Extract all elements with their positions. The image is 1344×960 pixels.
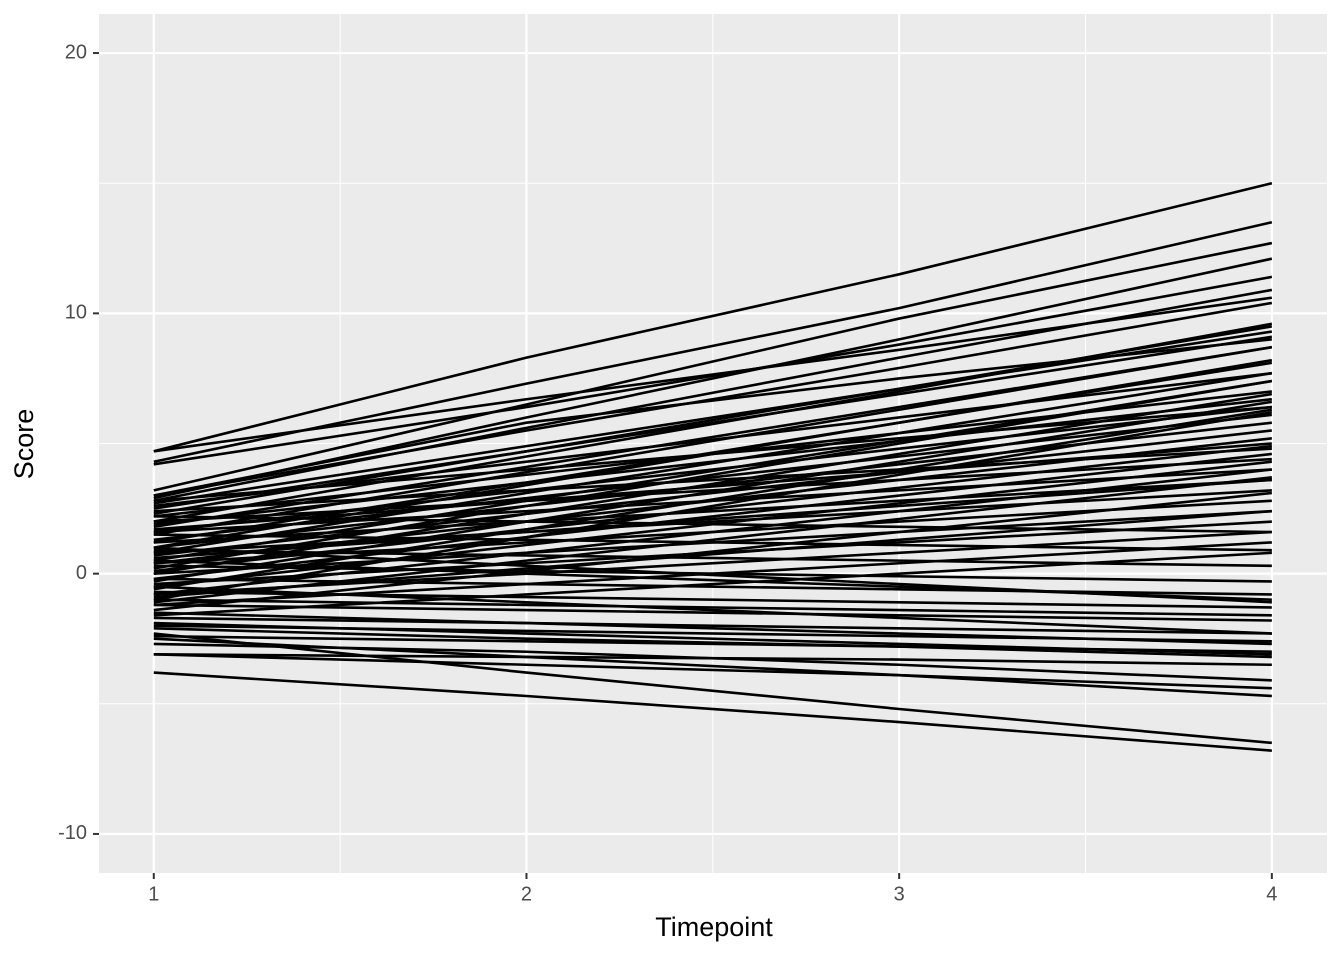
- series-line: [153, 478, 1272, 560]
- series-line: [153, 598, 1272, 617]
- series-line: [153, 653, 1272, 667]
- series-line: [153, 632, 1272, 745]
- series-line: [153, 220, 1273, 463]
- series-line: [153, 627, 1272, 659]
- series-line: [153, 330, 1273, 505]
- x-tick-label: 4: [1266, 883, 1277, 905]
- series-line: [153, 489, 1272, 555]
- series-line: [153, 397, 1272, 526]
- series-line: [153, 509, 1272, 599]
- y-axis-title: Score: [9, 409, 39, 480]
- series-line: [153, 457, 1272, 523]
- series-line: [153, 671, 1272, 752]
- series-line: [153, 405, 1272, 503]
- series-line: [153, 296, 1273, 453]
- series-line: [153, 585, 1272, 635]
- y-tick-label: -10: [58, 822, 87, 844]
- series-line: [153, 442, 1272, 531]
- series-line: [153, 468, 1272, 534]
- y-tick-label: 0: [76, 562, 87, 584]
- series-line: [153, 444, 1272, 573]
- series-line: [153, 634, 1272, 654]
- y-tick-label: 20: [65, 41, 87, 63]
- series-line: [153, 515, 1272, 534]
- x-tick-label: 1: [148, 883, 159, 905]
- series-line: [153, 603, 1272, 622]
- x-tick-label: 3: [894, 883, 905, 905]
- series-line: [153, 478, 1272, 544]
- series-line: [153, 322, 1273, 523]
- series-line: [153, 616, 1272, 635]
- series-line: [153, 611, 1272, 646]
- series-line: [153, 653, 1272, 690]
- series-line: [153, 548, 1272, 568]
- x-tick-label: 2: [521, 883, 532, 905]
- series-line: [153, 181, 1273, 453]
- series-line: [153, 429, 1272, 557]
- y-tick-label: 10: [65, 302, 87, 324]
- axes: 1 2 3 4 -10 0 10 20: [58, 41, 1277, 905]
- series-line: [153, 559, 1272, 601]
- lines: [153, 181, 1273, 752]
- series-line: [153, 241, 1273, 492]
- x-axis-title: Timepoint: [655, 912, 773, 942]
- series-line: [153, 452, 1272, 581]
- series-line: [153, 533, 1272, 552]
